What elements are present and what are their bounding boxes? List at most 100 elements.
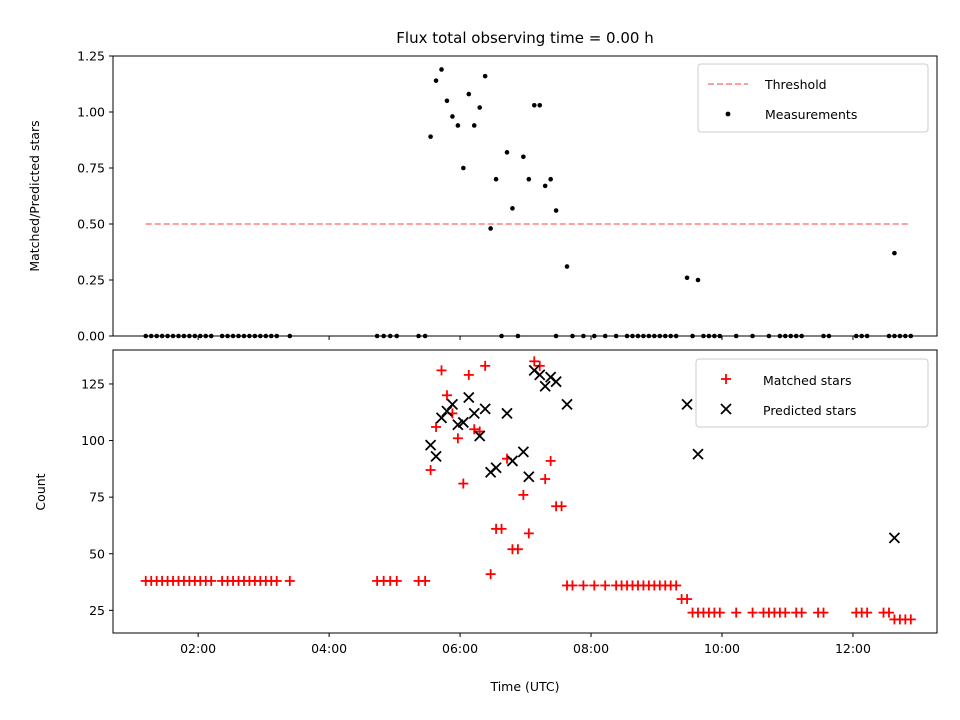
matched-star-point	[780, 607, 791, 618]
matched-star-point	[796, 607, 807, 618]
predicted-star-point	[534, 369, 546, 381]
bottom-x-tick-label: 04:00	[311, 641, 347, 656]
measurement-point	[537, 102, 543, 108]
predicted-star-point	[888, 532, 901, 544]
predicted-star-point	[517, 446, 529, 458]
matched-star-point	[747, 607, 758, 618]
top-y-axis-label: Matched/Predicted stars	[27, 120, 42, 271]
top-y-tick-label: 0.25	[77, 273, 105, 288]
legend-matched-label: Matched stars	[763, 373, 851, 388]
measurement-point	[564, 264, 570, 269]
measurement-point	[471, 123, 477, 128]
matched-star-point	[284, 575, 295, 586]
measurement-point	[510, 206, 515, 211]
matched-star-point	[425, 464, 436, 475]
bottom-x-tick-label: 08:00	[573, 641, 609, 656]
predicted-star-point	[479, 403, 491, 415]
measurement-point	[695, 277, 701, 283]
measurement-point	[553, 208, 559, 213]
matched-star-point	[485, 569, 496, 580]
matched-star-point	[420, 575, 431, 586]
matched-stars-points	[140, 356, 916, 625]
legend-predicted-label: Predicted stars	[763, 403, 856, 418]
predicted-star-point	[561, 398, 573, 410]
legend-matched-swatch	[721, 374, 731, 384]
measurement-point	[450, 114, 455, 119]
bottom-x-axis: 02:00 04:00 06:00 08:00 10:00 12:00	[180, 633, 871, 656]
predicted-star-point	[523, 471, 535, 483]
matched-star-point	[391, 575, 402, 586]
matched-star-point	[206, 575, 217, 586]
measurement-point	[433, 78, 439, 83]
predicted-star-point	[692, 448, 704, 460]
measurement-point	[477, 105, 483, 110]
predicted-star-point	[430, 450, 442, 463]
bottom-y-tick-label: 75	[89, 490, 105, 505]
predicted-star-point	[441, 405, 453, 417]
legend-measurements-label: Measurements	[765, 107, 857, 122]
predicted-star-point	[457, 416, 469, 429]
predicted-star-point	[550, 376, 562, 388]
measurement-point	[482, 73, 488, 79]
top-y-tick-label: 0.00	[77, 329, 105, 344]
legend-threshold-label: Threshold	[764, 77, 827, 92]
predicted-stars-points	[424, 364, 901, 544]
matched-star-point	[567, 580, 578, 591]
measurement-point	[684, 275, 690, 281]
top-legend: Threshold Measurements	[697, 63, 929, 133]
chart-title: Flux total observing time = 0.00 h	[396, 29, 653, 47]
measurement-point	[504, 150, 510, 155]
bottom-y-tick-label: 100	[81, 433, 105, 448]
measurement-point	[488, 226, 493, 231]
matched-star-point	[905, 614, 916, 625]
predicted-star-point	[435, 412, 448, 424]
predicted-star-point	[490, 462, 502, 474]
matched-star-point	[512, 544, 523, 555]
bottom-x-tick-label: 06:00	[442, 641, 478, 656]
top-x-axis-ticks	[197, 336, 854, 340]
bottom-x-tick-label: 12:00	[835, 641, 871, 656]
measurement-point	[466, 91, 472, 97]
measurement-point	[444, 98, 450, 104]
bottom-y-tick-label: 50	[89, 546, 105, 561]
matched-star-point	[862, 607, 873, 618]
predicted-star-point	[506, 455, 519, 467]
matched-star-point	[545, 455, 556, 466]
matched-star-point	[714, 607, 725, 618]
bottom-legend-box	[695, 358, 929, 428]
legend-predicted-swatch	[720, 403, 732, 415]
matched-star-point	[731, 607, 742, 618]
matched-star-point	[671, 580, 682, 591]
matched-star-point	[436, 365, 447, 376]
measurement-point	[531, 102, 537, 108]
predicted-star-point	[501, 407, 513, 420]
measurement-point	[892, 250, 897, 256]
matched-star-point	[271, 575, 282, 586]
top-y-axis: 0.00 0.25 0.50 0.75 1.00 1.25	[77, 49, 113, 344]
measurement-points	[143, 67, 914, 339]
bottom-y-tick-label: 25	[89, 603, 105, 618]
top-axes-frame	[112, 55, 938, 337]
predicted-star-point	[474, 430, 486, 442]
matched-star-point	[682, 594, 693, 605]
top-y-tick-label: 0.75	[77, 161, 105, 176]
measurement-point	[439, 67, 444, 72]
matched-star-point	[469, 424, 480, 435]
top-y-tick-label: 1.25	[77, 49, 105, 64]
legend-measurements-swatch	[725, 111, 731, 117]
matched-star-point	[523, 528, 534, 539]
matched-star-point	[452, 433, 463, 444]
predicted-star-point	[424, 439, 437, 451]
predicted-star-point	[446, 398, 459, 410]
measurement-point	[526, 176, 532, 182]
predicted-star-point	[463, 391, 475, 404]
matched-star-point	[529, 356, 540, 367]
bottom-x-axis-label: Time (UTC)	[489, 679, 559, 694]
matched-star-point	[556, 501, 567, 512]
predicted-star-point	[539, 380, 551, 392]
matched-star-point	[463, 369, 474, 380]
matched-star-point	[589, 580, 600, 591]
matched-star-point	[431, 421, 442, 432]
matched-star-point	[540, 474, 551, 485]
